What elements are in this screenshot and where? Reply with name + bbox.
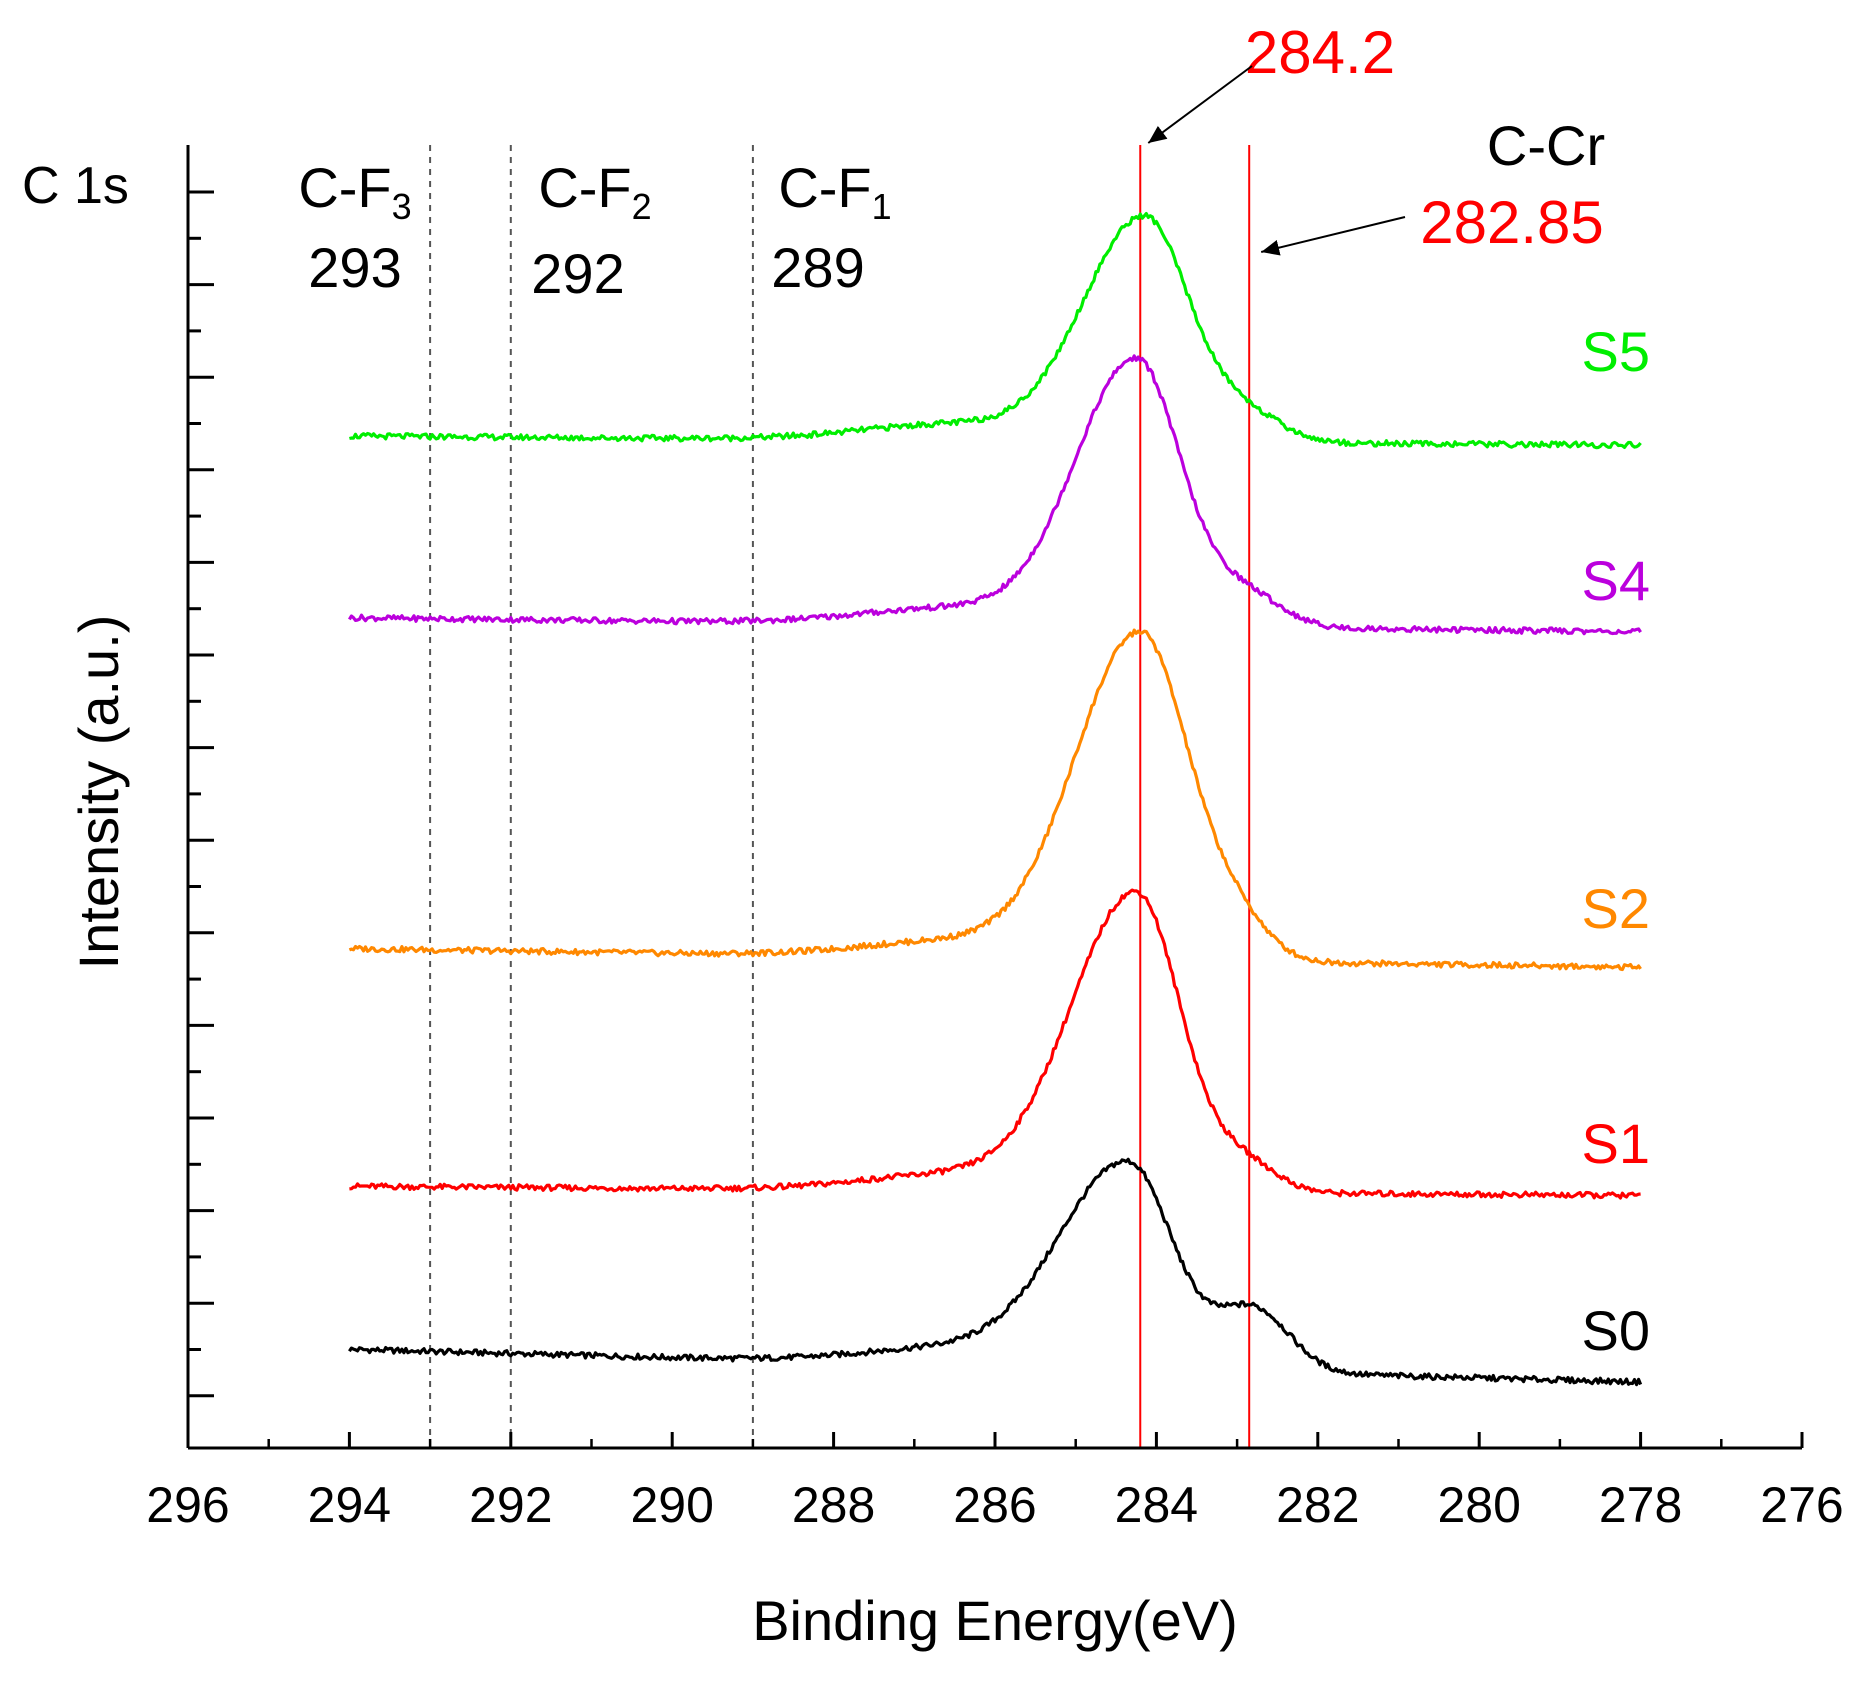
series-line-s4 [348, 354, 1642, 636]
legend-label-s1: S1 [1582, 1112, 1651, 1175]
peak-value-label-282-85: 282.85 [1420, 189, 1604, 256]
cf-label-text: C-F [778, 156, 871, 219]
arrow-282-85 [1260, 216, 1406, 256]
x-tick-label: 280 [1437, 1477, 1520, 1533]
x-tick-label: 276 [1760, 1477, 1843, 1533]
cf-value-label: 292 [531, 242, 624, 305]
cf-label-text: C-F [298, 156, 391, 219]
x-tick-label: 286 [953, 1477, 1036, 1533]
cf-label-subscript: 1 [872, 186, 892, 227]
y-axis-label: Intensity (a.u.) [67, 615, 130, 970]
cf-label: C-F3 [298, 156, 411, 227]
x-tick-label: 288 [792, 1477, 875, 1533]
legend-label-s5: S5 [1582, 320, 1651, 383]
peak-value-label-284-2: 284.2 [1245, 19, 1395, 86]
series-line-s0 [348, 1157, 1643, 1387]
x-tick-label: 296 [146, 1477, 229, 1533]
cf-value-label: 293 [308, 236, 401, 299]
cf-value-label: 289 [771, 236, 864, 299]
series-line-s2 [348, 628, 1642, 972]
x-tick-label: 284 [1115, 1477, 1198, 1533]
cf-label-subscript: 2 [632, 186, 652, 227]
series-lines [348, 212, 1643, 1387]
legend-label-s0: S0 [1582, 1299, 1651, 1362]
cf-label-subscript: 3 [392, 186, 412, 227]
x-tick-label: 290 [630, 1477, 713, 1533]
labels: C-F3293C-F2292C-F1289284.2C-Cr282.85S0S1… [298, 19, 1650, 1362]
series-line-s1 [349, 888, 1641, 1200]
x-axis-label: Binding Energy(eV) [752, 1589, 1238, 1652]
cf-label: C-F1 [778, 156, 891, 227]
x-tick-label: 294 [308, 1477, 391, 1533]
x-tick-label: 282 [1276, 1477, 1359, 1533]
legend-label-s4: S4 [1582, 549, 1651, 612]
c-cr-label: C-Cr [1487, 114, 1605, 177]
x-tick-label: 292 [469, 1477, 552, 1533]
legend-label-s2: S2 [1582, 877, 1651, 940]
series-line-s5 [349, 212, 1642, 450]
cf-label-text: C-F [538, 156, 631, 219]
panel-label: C 1s [22, 157, 129, 215]
axes: 296 294 292 290 288 286 284 282 280 278 276 Binding… [22, 145, 1844, 1652]
arrow-284-2 [1147, 65, 1253, 144]
x-tick-label: 278 [1599, 1477, 1682, 1533]
reference-lines [429, 145, 1251, 1448]
cf-label: C-F2 [538, 156, 651, 227]
